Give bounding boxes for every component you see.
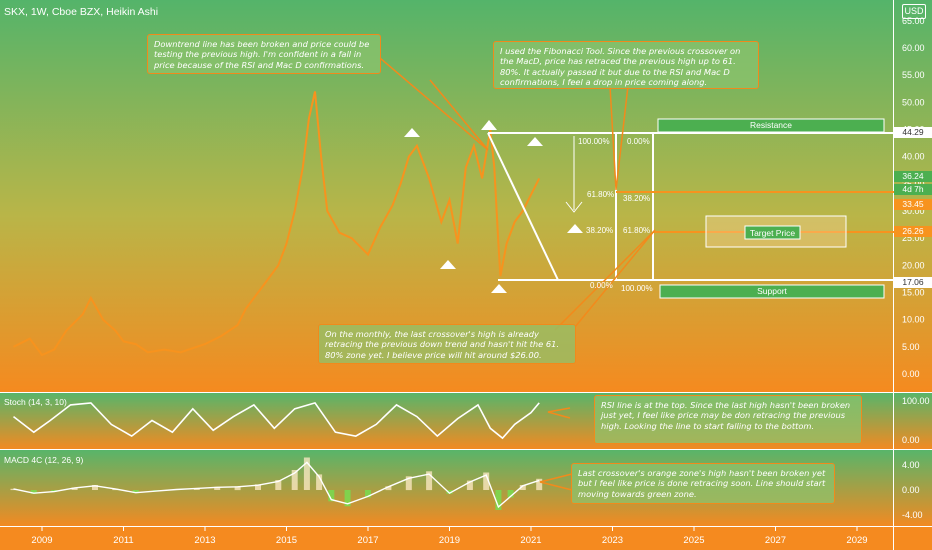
- macd-histogram-bar: [275, 480, 282, 490]
- resistance-zone-box: [657, 118, 885, 133]
- price-axis-label: 0.00: [902, 369, 920, 379]
- resistance-label: Resistance: [749, 120, 793, 130]
- target-label-box: [744, 225, 801, 240]
- macd-histogram-bar: [71, 487, 78, 490]
- macd-histogram-bar: [385, 486, 392, 491]
- price-tag-countdown: 4d 7h: [894, 184, 932, 195]
- price-axis-label: 50.00: [902, 97, 925, 107]
- macd-histogram-bar: [426, 471, 433, 491]
- target-price-label: Target Price: [749, 228, 796, 238]
- price-axis-label: 5.00: [902, 342, 920, 352]
- stoch-axis-label: 0.00: [902, 435, 920, 445]
- macd-histogram-bar: [132, 490, 139, 494]
- price-tag-target: 26.26: [894, 226, 932, 237]
- fib-left-100: 100.00%: [578, 137, 610, 146]
- macd-axis-label: 4.00: [902, 460, 920, 470]
- chart-header-title: SKX, 1W, Cboe BZX, Heikin Ashi: [4, 6, 159, 18]
- pointer-lines: [379, 57, 656, 491]
- price-tag-support: 17.06: [894, 277, 932, 288]
- macd-histogram-bar: [446, 490, 453, 494]
- x-axis-tick-label: 2027: [765, 535, 786, 546]
- macd-panel-title: MACD 4C (12, 26, 9): [4, 455, 84, 465]
- macd-histogram-bar: [291, 470, 298, 490]
- price-axis-label: 30.00: [902, 206, 925, 216]
- fib-left-382: 38.20%: [586, 226, 614, 235]
- x-axis-tick-label: 2023: [602, 535, 623, 546]
- price-line: [13, 91, 541, 357]
- x-axis-tick-label: 2017: [357, 535, 378, 546]
- macd-axis-label: 0.00: [902, 485, 920, 495]
- macd-histogram-bar: [536, 478, 543, 491]
- swing-marker: [404, 128, 420, 137]
- macd-histogram-bar: [405, 476, 412, 491]
- x-axis-tick-label: 2029: [846, 535, 867, 546]
- macd-line: [13, 461, 540, 509]
- x-axis-tick-label: 2013: [194, 535, 215, 546]
- macd-histogram-bar: [30, 490, 37, 494]
- price-tag-current: 36.24: [894, 171, 932, 182]
- swing-markers: [404, 120, 583, 293]
- price-tag-fib382: 33.45: [894, 199, 932, 210]
- currency-button[interactable]: USD: [902, 4, 926, 19]
- macd-histogram-bar: [507, 490, 514, 498]
- swing-marker: [440, 260, 456, 269]
- price-axis-label: 25.00: [902, 233, 925, 243]
- support-label: Support: [757, 286, 787, 296]
- stoch-panel-title: Stoch (14, 3, 10): [4, 397, 67, 407]
- macd-histogram-bar: [483, 472, 490, 490]
- price-axis-label: 60.00: [902, 43, 925, 53]
- fib-left-618: 61.80%: [587, 190, 615, 199]
- x-axis-tick-label: 2021: [520, 535, 541, 546]
- fib-right-100: 100.00%: [621, 284, 653, 293]
- macd-histogram-bar: [466, 480, 473, 490]
- fib-right-618: 61.80%: [623, 226, 651, 235]
- swing-marker: [491, 284, 507, 293]
- note-downtrend: Downtrend line has been broken and price…: [147, 34, 381, 74]
- fib-right-382: 38.20%: [623, 194, 651, 203]
- macd-histogram-bar: [495, 490, 502, 510]
- macd-histogram-bar: [303, 457, 310, 490]
- note-rsi: RSI line is at the top. Since the last h…: [594, 395, 862, 444]
- macd-axis-label: -4.00: [902, 510, 923, 520]
- x-axis-tick-label: 2011: [113, 535, 133, 546]
- price-axis-label: 55.00: [902, 70, 925, 80]
- note-macd: Last crossover's orange zone's high hasn…: [571, 463, 835, 504]
- price-axis-label: 35.00: [902, 179, 925, 189]
- fib-left-0: 0.00%: [590, 281, 613, 290]
- price-axis-label: 20.00: [902, 260, 925, 270]
- fib-right-0: 0.00%: [627, 137, 650, 146]
- stoch-axis-label: 100.00: [902, 396, 930, 406]
- macd-histogram-bar: [344, 490, 351, 507]
- macd-histogram-bar: [365, 490, 371, 498]
- price-tag-resistance: 44.29: [894, 127, 932, 138]
- macd-histogram-bar: [234, 486, 241, 491]
- note-fibonacci: I used the Fibonacci Tool. Since the pre…: [493, 41, 759, 89]
- x-axis-tick-label: 2025: [683, 535, 704, 546]
- price-axis-label: 40.00: [902, 152, 925, 162]
- price-axis-label: 15.00: [902, 288, 925, 298]
- macd-histogram-bar: [255, 484, 261, 490]
- macd-histogram-bar: [519, 485, 526, 490]
- macd-histogram-bar: [328, 490, 335, 502]
- macd-histogram-bar: [92, 485, 98, 490]
- x-axis-tick-label: 2009: [31, 535, 52, 546]
- x-axis-tick-label: 2015: [276, 535, 297, 546]
- swing-marker: [567, 224, 583, 233]
- swing-marker: [527, 137, 543, 146]
- macd-histogram-bar: [316, 474, 323, 490]
- swing-marker: [481, 120, 497, 130]
- note-monthly: On the monthly, the last crossover's hig…: [318, 324, 576, 364]
- fib-drawing: [487, 132, 894, 281]
- price-axis-label: 10.00: [902, 315, 925, 325]
- macd-histogram-bar: [214, 486, 221, 490]
- x-axis-tick-label: 2019: [439, 535, 460, 546]
- stoch-line: [13, 401, 540, 440]
- support-zone-box: [659, 284, 885, 299]
- price-axis-label: 65.00: [902, 16, 925, 26]
